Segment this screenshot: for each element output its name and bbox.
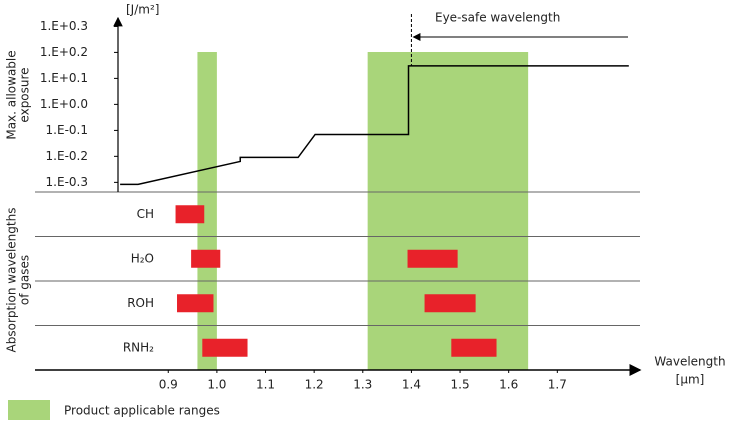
gas-label: CH bbox=[137, 207, 154, 221]
gas-band bbox=[191, 249, 221, 268]
annotation-text: Eye-safe wavelength bbox=[435, 11, 560, 25]
x-tick-label: 1.7 bbox=[548, 378, 567, 392]
x-tick-label: 1.6 bbox=[499, 378, 518, 392]
y-unit: [J/m²] bbox=[126, 3, 159, 17]
y-tick-label: 1.E+0.2 bbox=[40, 45, 88, 59]
gases-title: of gases bbox=[18, 255, 32, 305]
gas-band bbox=[175, 205, 205, 224]
legend-swatch bbox=[8, 400, 50, 420]
x-tick-label: 1.2 bbox=[305, 378, 324, 392]
x-tick-label: 1.5 bbox=[451, 378, 470, 392]
legend-label: Product applicable ranges bbox=[64, 404, 220, 418]
gases-title: Absorption wavelengths bbox=[5, 208, 19, 353]
y-tick-label: 1.E+0.0 bbox=[40, 97, 88, 111]
x-tick-label: 1.1 bbox=[256, 378, 275, 392]
gas-label: H₂O bbox=[131, 251, 154, 265]
applicable-range bbox=[197, 52, 217, 370]
y-tick-label: 1.E+0.1 bbox=[40, 71, 88, 85]
x-unit: [μm] bbox=[676, 373, 705, 387]
gas-band bbox=[177, 294, 214, 313]
y-tick-label: 1.E-0.1 bbox=[46, 123, 88, 137]
x-tick-label: 1.3 bbox=[353, 378, 372, 392]
y-tick-label: 1.E+0.3 bbox=[40, 19, 88, 33]
y-axis-title: Max. allowable bbox=[5, 50, 19, 139]
gas-label: RNH₂ bbox=[123, 340, 154, 354]
x-tick-label: 1.0 bbox=[207, 378, 226, 392]
gas-band bbox=[424, 294, 476, 313]
applicable-range bbox=[367, 52, 529, 370]
gas-band bbox=[407, 249, 458, 268]
x-tick-label: 1.4 bbox=[402, 378, 421, 392]
x-tick-label: 0.9 bbox=[159, 378, 178, 392]
gas-band bbox=[451, 338, 497, 357]
x-axis-title: Wavelength bbox=[654, 355, 725, 369]
exposure-line bbox=[120, 65, 629, 186]
y-tick-label: 1.E-0.3 bbox=[46, 175, 88, 189]
gas-band bbox=[202, 338, 248, 357]
y-axis-title: exposure bbox=[18, 67, 32, 122]
gas-label: ROH bbox=[127, 296, 154, 310]
y-tick-label: 1.E-0.2 bbox=[46, 149, 88, 163]
